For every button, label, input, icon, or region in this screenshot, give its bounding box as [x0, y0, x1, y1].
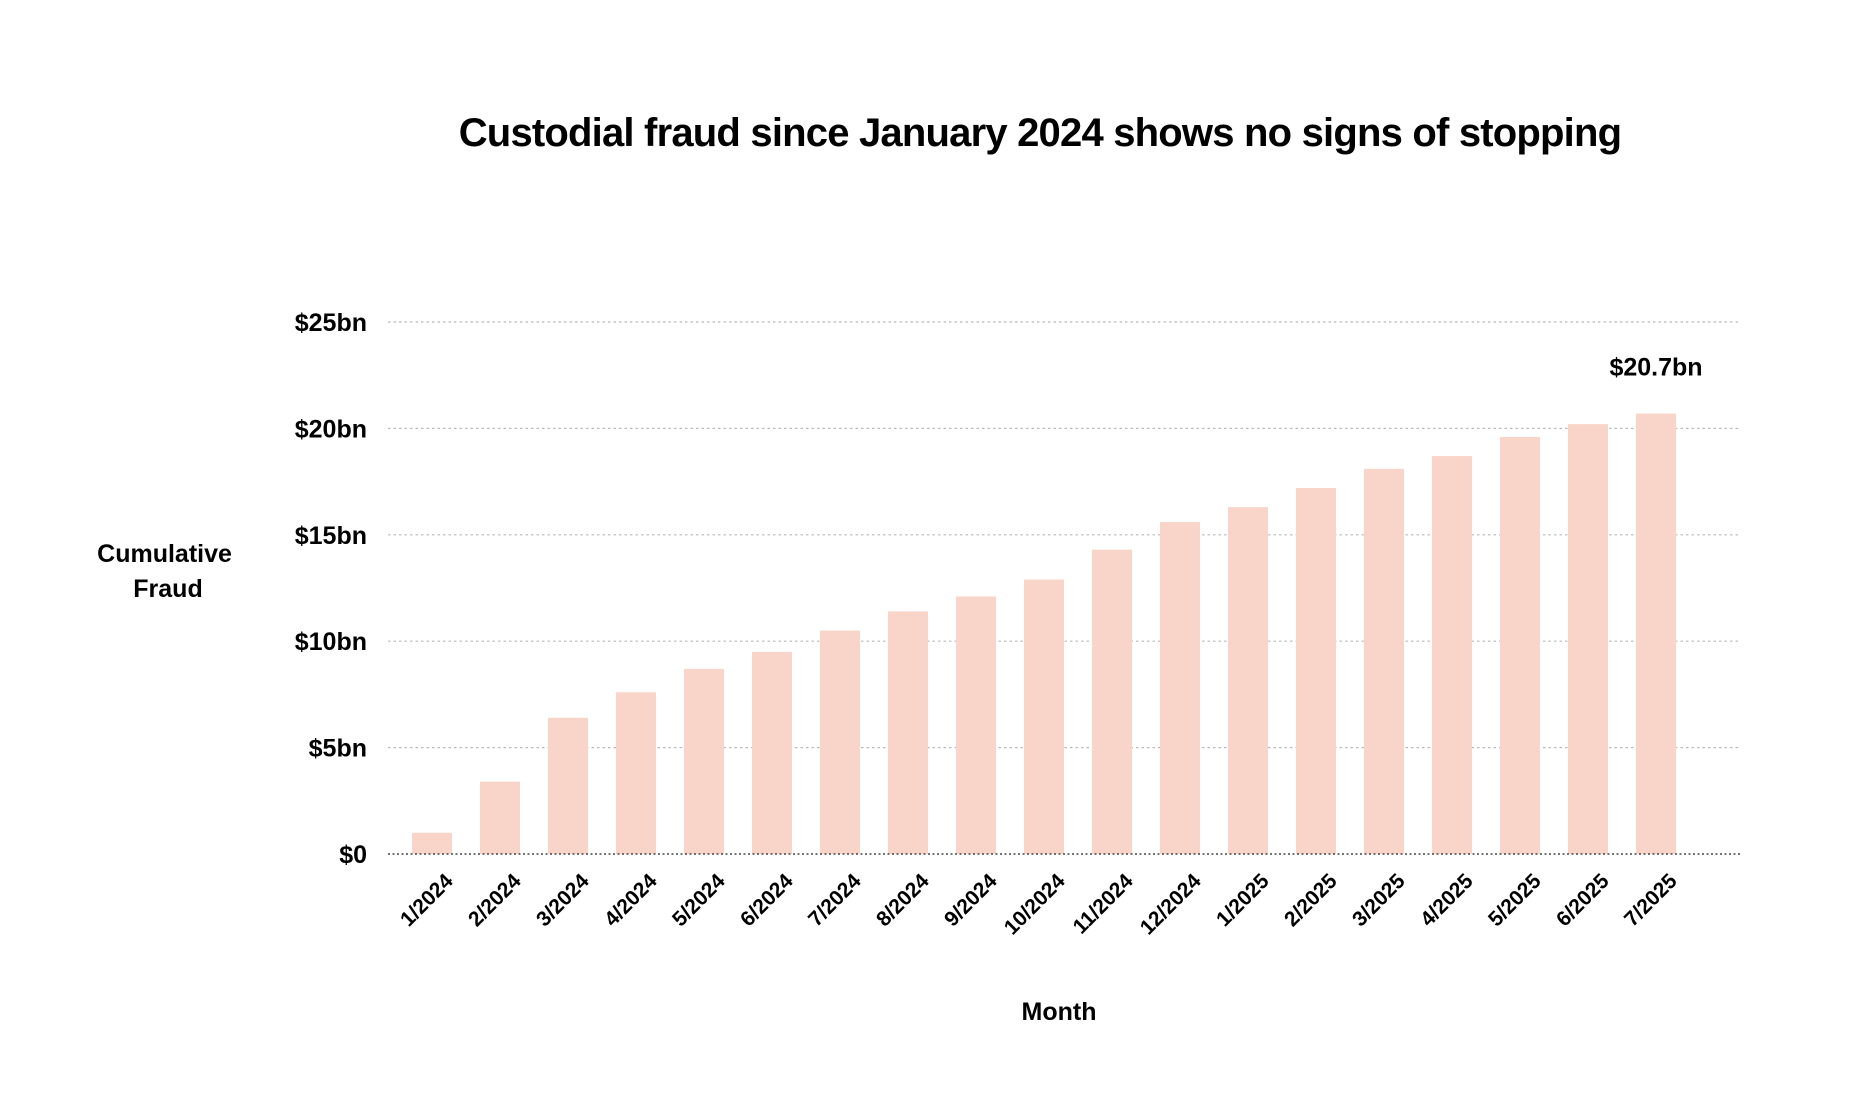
bar	[1636, 413, 1676, 854]
y-axis-ticks: $0 $5bn $10bn $15bn $20bn $25bn	[295, 309, 367, 869]
x-axis-label: Month	[1022, 998, 1097, 1026]
bar	[1024, 579, 1064, 854]
x-tick-label: 11/2024	[1069, 869, 1138, 938]
data-labels: $20.7bn	[1609, 354, 1702, 382]
y-tick-label: $15bn	[295, 522, 367, 550]
bar	[1500, 436, 1540, 854]
x-tick-label: 2/2025	[1280, 869, 1342, 931]
bar	[1432, 456, 1472, 854]
bar	[752, 651, 792, 854]
chart-title: Custodial fraud since January 2024 shows…	[459, 111, 1622, 155]
x-tick-label: 12/2024	[1136, 869, 1206, 939]
x-tick-label: 7/2024	[804, 869, 866, 931]
x-tick-label: 5/2024	[668, 869, 730, 931]
bar	[548, 717, 588, 854]
bar	[1568, 424, 1608, 854]
bar	[684, 668, 724, 854]
x-tick-label: 6/2024	[736, 869, 798, 931]
y-tick-label: $20bn	[295, 415, 367, 443]
y-tick-label: $0	[339, 841, 367, 869]
bar	[1228, 507, 1268, 854]
x-tick-label: 3/2025	[1348, 869, 1410, 931]
y-axis-label-line-1: Cumulative	[97, 540, 232, 568]
bar	[412, 832, 452, 854]
x-tick-label: 6/2025	[1552, 869, 1614, 931]
bar	[616, 692, 656, 854]
x-tick-label: 2/2024	[464, 869, 526, 931]
bar	[888, 611, 928, 854]
bars	[412, 413, 1676, 854]
x-tick-label: 5/2025	[1484, 869, 1546, 931]
x-tick-label: 1/2025	[1212, 869, 1274, 931]
bar	[956, 596, 996, 854]
x-tick-label: 4/2024	[600, 869, 662, 931]
x-tick-label: 3/2024	[532, 869, 594, 931]
y-tick-label: $25bn	[295, 309, 367, 337]
x-tick-label: 7/2025	[1620, 869, 1682, 931]
bar	[1160, 522, 1200, 854]
x-tick-label: 10/2024	[1000, 869, 1070, 939]
y-axis-label: Cumulative Fraud	[97, 540, 239, 603]
x-tick-label: 4/2025	[1416, 869, 1478, 931]
data-label: $20.7bn	[1609, 354, 1702, 382]
x-tick-label: 1/2024	[396, 869, 458, 931]
x-tick-label: 8/2024	[872, 869, 934, 931]
bar	[1364, 468, 1404, 854]
bar	[480, 781, 520, 854]
y-axis-label-line-2: Fraud	[133, 575, 202, 603]
bar	[1092, 549, 1132, 854]
y-tick-label: $5bn	[309, 735, 367, 763]
bar	[820, 630, 860, 854]
x-tick-label: 9/2024	[940, 869, 1002, 931]
x-axis-ticks: 1/2024 2/2024 3/2024 4/2024 5/2024 6/2024 7/20…	[396, 869, 1682, 939]
y-tick-label: $10bn	[295, 628, 367, 656]
bar	[1296, 487, 1336, 854]
